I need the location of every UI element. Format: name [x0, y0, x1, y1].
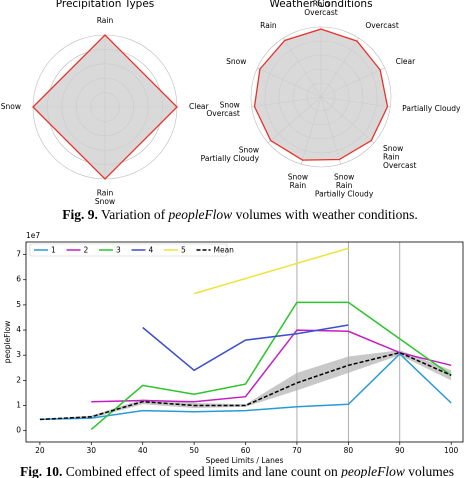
- y-axis-label: peopleFlow: [3, 321, 12, 364]
- radar-label: Overcast: [206, 109, 240, 118]
- x-tick-label: 50: [189, 446, 199, 455]
- radar-label: Partially Cloudy: [402, 104, 461, 113]
- y-tick-label: 5: [16, 300, 21, 309]
- radar-label: Overcast: [304, 8, 338, 17]
- caption-label: Fig. 10.: [20, 464, 62, 478]
- radar-title: Weather Conditions: [269, 0, 372, 10]
- radar-label: Rain: [313, 0, 330, 8]
- y-tick-label: 4: [16, 325, 21, 334]
- caption-text: Variation of: [101, 207, 168, 222]
- x-axis-label: Speed Limits / Lanes: [206, 456, 284, 465]
- radar-label: Rain: [97, 16, 114, 25]
- radar-label: Clear: [189, 102, 210, 111]
- caption-text: Combined effect of speed limits and lane…: [66, 464, 341, 478]
- radar-label: Overcast: [365, 21, 399, 30]
- x-tick-label: 80: [344, 446, 354, 455]
- radar-label: Rain: [260, 21, 277, 30]
- caption-text: volumes: [405, 464, 454, 478]
- radar-label: Clear: [396, 57, 417, 66]
- radar-area: [32, 34, 178, 180]
- figure-caption: Fig. 9. Variation of peopleFlow volumes …: [62, 207, 418, 222]
- y-tick-label: 2: [16, 375, 21, 384]
- radar-label: Snow: [334, 172, 354, 181]
- caption-label: Fig. 9.: [62, 207, 98, 222]
- radar-label: Partially Cloudy: [201, 154, 260, 163]
- y-tick-label: 3: [16, 350, 21, 359]
- radar-label: Snow: [1, 102, 21, 111]
- series-line: [39, 352, 452, 421]
- legend-label: 1: [51, 246, 56, 255]
- series-line: [193, 247, 349, 295]
- x-tick-label: 70: [292, 446, 302, 455]
- x-tick-label: 30: [87, 446, 97, 455]
- x-tick-label: 60: [241, 446, 251, 455]
- legend-box: [29, 243, 228, 257]
- offset-label: 1e7: [26, 231, 40, 240]
- legend-label: 5: [181, 246, 186, 255]
- radar-label: Snow: [226, 57, 246, 66]
- y-tick-label: 0: [16, 426, 21, 435]
- caption-text: peopleFlow: [340, 464, 405, 478]
- x-tick-label: 100: [444, 446, 459, 455]
- radar-title: Precipitation Types: [56, 0, 155, 10]
- radar-label: Snow: [220, 100, 240, 109]
- radar-label: Snow: [288, 173, 308, 182]
- radar-area: [253, 28, 389, 161]
- radar-label: Rain: [336, 181, 353, 190]
- x-tick-label: 40: [138, 446, 148, 455]
- legend-label: 3: [116, 246, 121, 255]
- legend-label: Mean: [214, 246, 235, 255]
- series-line: [90, 301, 452, 430]
- series-line: [91, 329, 452, 403]
- radar-label: Snow: [383, 144, 403, 153]
- radar-label: Snow: [239, 146, 259, 155]
- plot-frame: [25, 241, 464, 443]
- x-tick-label: 90: [395, 446, 405, 455]
- radar-label: Overcast: [383, 161, 417, 170]
- radar-label: Snow: [95, 197, 115, 206]
- caption-text: volumes with weather conditions.: [232, 207, 418, 222]
- caption-text: peopleFlow: [167, 207, 232, 222]
- radar-label: Rain: [97, 188, 114, 197]
- radar-label: Partially Cloudy: [315, 189, 374, 198]
- legend-label: 2: [84, 246, 89, 255]
- radar-label: Rain: [383, 153, 400, 162]
- series-line: [142, 324, 349, 372]
- x-tick-label: 20: [35, 446, 45, 455]
- legend-label: 4: [149, 246, 154, 255]
- radar-label: Rain: [290, 181, 307, 190]
- figure-caption: Fig. 10. Combined effect of speed limits…: [20, 464, 454, 478]
- y-tick-label: 6: [16, 275, 21, 284]
- y-tick-label: 1: [16, 401, 21, 410]
- y-tick-label: 7: [16, 250, 21, 259]
- series-line: [39, 351, 452, 421]
